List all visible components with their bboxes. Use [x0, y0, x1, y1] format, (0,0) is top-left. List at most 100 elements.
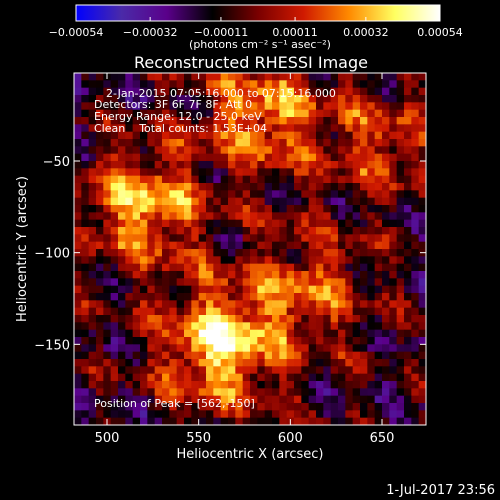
heatmap-cell [411, 139, 420, 147]
heatmap-cell [338, 366, 346, 375]
heatmap-cell [308, 146, 317, 155]
heatmap-cell [279, 278, 288, 287]
heatmap-cell [162, 117, 170, 125]
heatmap-cell [404, 205, 412, 213]
heatmap-cell [242, 234, 251, 243]
heatmap-cell [191, 307, 200, 316]
heatmap-cell [396, 263, 405, 272]
heatmap-cell [220, 219, 229, 228]
heatmap-cell [396, 359, 405, 367]
heatmap-cell [198, 227, 207, 235]
heatmap-cell [154, 80, 163, 89]
heatmap-cell [96, 131, 104, 140]
heatmap-cell [118, 190, 126, 199]
heatmap-cell [140, 344, 148, 353]
heatmap-cell [184, 293, 192, 301]
heatmap-cell [176, 373, 185, 382]
heatmap-cell [316, 344, 324, 353]
heatmap-cell [118, 351, 126, 360]
heatmap-cell [228, 95, 236, 103]
heatmap-cell [374, 117, 383, 125]
heatmap-cell [184, 366, 192, 375]
heatmap-cell [81, 366, 90, 375]
heatmap-cell [140, 80, 148, 89]
heatmap-cell [257, 109, 266, 118]
heatmap-cell [330, 153, 339, 162]
heatmap-cell [286, 205, 295, 213]
heatmap-cell [316, 307, 324, 316]
heatmap-cell [272, 344, 280, 353]
heatmap-cell [154, 278, 163, 287]
heatmap-cell [286, 87, 295, 96]
heatmap-cell [118, 307, 126, 316]
heatmap-cell [323, 337, 332, 345]
heatmap-cell [198, 219, 207, 228]
heatmap-cell [213, 131, 222, 140]
heatmap-cell [286, 139, 295, 147]
heatmap-cell [125, 219, 134, 228]
heatmap-cell [404, 227, 412, 235]
heatmap-cell [242, 300, 251, 309]
heatmap-cell [118, 410, 126, 419]
heatmap-cell [88, 410, 97, 419]
heatmap-cell [132, 249, 141, 257]
heatmap-cell [301, 183, 310, 191]
heatmap-cell [154, 344, 163, 353]
heatmap-cell [220, 322, 229, 331]
heatmap-cell [81, 168, 90, 177]
heatmap-cell [418, 227, 427, 235]
heatmap-cell [367, 241, 376, 250]
heatmap-cell [411, 359, 420, 367]
heatmap-cell [352, 344, 361, 353]
colorbar-tick-label: −0.00054 [49, 26, 104, 39]
heatmap-cell [338, 285, 346, 294]
heatmap-cell [338, 322, 346, 331]
heatmap-cell [103, 241, 112, 250]
heatmap-cell [264, 212, 273, 221]
heatmap-cell [286, 337, 295, 345]
heatmap-cell [294, 175, 302, 184]
heatmap-cell [125, 109, 134, 118]
heatmap-cell [88, 403, 97, 411]
heatmap-cell [235, 373, 244, 382]
heatmap-cell [389, 351, 398, 360]
colorbar-gradient [75, 4, 441, 22]
heatmap-cell [338, 337, 346, 345]
heatmap-cell [147, 109, 156, 118]
heatmap-cell [272, 87, 280, 96]
heatmap-cell [228, 161, 236, 169]
heatmap-cell [81, 388, 90, 397]
heatmap-cell [272, 271, 280, 279]
heatmap-cell [154, 351, 163, 360]
heatmap-cell [96, 139, 104, 147]
heatmap-cell [88, 205, 97, 213]
heatmap-cell [118, 373, 126, 382]
heatmap-cell [81, 183, 90, 191]
heatmap-cell [316, 197, 324, 206]
heatmap-cell [81, 73, 90, 81]
heatmap-cell [103, 131, 112, 140]
heatmap-cell [323, 344, 332, 353]
heatmap-cell [242, 249, 251, 257]
heatmap-cell [147, 212, 156, 221]
heatmap-cell [316, 271, 324, 279]
heatmap-cell [191, 124, 200, 133]
heatmap-cell [110, 175, 119, 184]
heatmap-cell [140, 417, 148, 426]
heatmap-cell [96, 351, 104, 360]
heatmap-cell [118, 139, 126, 147]
heatmap-cell [382, 153, 390, 162]
heatmap-cell [235, 403, 244, 411]
heatmap-cell [96, 366, 104, 375]
colorbar-tick-label: 0.00011 [272, 26, 318, 39]
heatmap-cell [404, 300, 412, 309]
heatmap-cell [411, 271, 420, 279]
heatmap-cell [294, 403, 302, 411]
heatmap-cell [294, 359, 302, 367]
heatmap-cell [103, 300, 112, 309]
heatmap-cell [411, 285, 420, 294]
heatmap-cell [404, 124, 412, 133]
heatmap-cell [308, 168, 317, 177]
heatmap-cell [367, 95, 376, 103]
heatmap-cell [88, 293, 97, 301]
